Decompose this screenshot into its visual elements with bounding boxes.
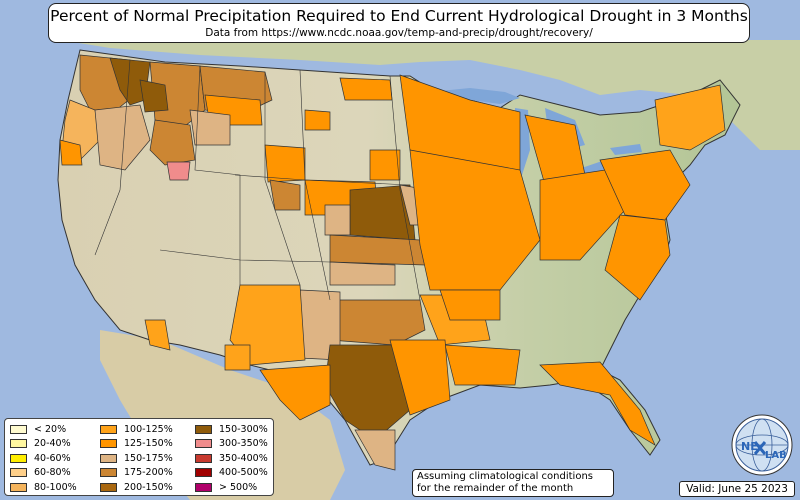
map-title: Percent of Normal Precipitation Required…	[50, 7, 748, 25]
legend-item: 60-80%	[10, 466, 77, 481]
legend-swatch	[100, 453, 117, 463]
legend-item: 300-350%	[195, 437, 268, 452]
legend-label: > 500%	[219, 481, 258, 493]
legend-swatch	[195, 468, 212, 478]
legend-item: 350-400%	[195, 451, 268, 466]
legend-column-1: < 20% 20-40% 40-60% 60-80% 80-100%	[10, 422, 77, 495]
legend-swatch	[100, 439, 117, 449]
legend-item: 400-500%	[195, 466, 268, 481]
legend-label: 350-400%	[219, 452, 268, 464]
note-line-2: for the remainder of the month	[417, 483, 574, 494]
nexlab-globe-logo: NE LAB	[731, 414, 793, 476]
assumption-note: Assuming climatological conditions for t…	[412, 469, 614, 497]
legend: < 20% 20-40% 40-60% 60-80% 80-100% 100-1…	[4, 418, 274, 496]
legend-swatch	[10, 482, 27, 492]
title-box: Percent of Normal Precipitation Required…	[48, 3, 750, 43]
legend-label: 20-40%	[34, 438, 71, 450]
legend-swatch	[195, 439, 212, 449]
legend-swatch	[195, 453, 212, 463]
legend-swatch	[10, 439, 27, 449]
legend-column-3: 150-300% 300-350% 350-400% 400-500% > 50…	[195, 422, 268, 495]
canada-land	[60, 40, 800, 150]
legend-label: 125-150%	[124, 438, 173, 450]
legend-item: 40-60%	[10, 451, 77, 466]
legend-swatch	[10, 453, 27, 463]
legend-swatch	[100, 482, 117, 492]
legend-item: 125-150%	[100, 437, 173, 452]
legend-label: 40-60%	[34, 452, 71, 464]
legend-label: 100-125%	[124, 423, 173, 435]
lake-ontario	[610, 144, 642, 155]
legend-label: 150-300%	[219, 423, 268, 435]
legend-item: > 500%	[195, 480, 268, 495]
legend-label: 300-350%	[219, 438, 268, 450]
legend-item: 200-150%	[100, 480, 173, 495]
legend-swatch	[195, 424, 212, 434]
legend-item: 80-100%	[10, 480, 77, 495]
legend-label: 175-200%	[124, 467, 173, 479]
legend-swatch	[100, 424, 117, 434]
state-borders	[94, 59, 421, 301]
logo-text-lab: LAB	[765, 450, 787, 461]
legend-item: 175-200%	[100, 466, 173, 481]
logo-text-ne: NE	[741, 440, 758, 453]
legend-swatch	[10, 468, 27, 478]
legend-label: 150-175%	[124, 452, 173, 464]
legend-item: 150-300%	[195, 422, 268, 437]
valid-date: Valid: June 25 2023	[679, 481, 795, 497]
legend-item: < 20%	[10, 422, 77, 437]
legend-swatch	[195, 482, 212, 492]
legend-swatch	[100, 468, 117, 478]
legend-swatch	[10, 424, 27, 434]
drought-regions	[59, 54, 726, 471]
legend-label: 400-500%	[219, 467, 268, 479]
legend-item: 100-125%	[100, 422, 173, 437]
legend-label: 200-150%	[124, 481, 173, 493]
note-line-1: Assuming climatological conditions	[417, 471, 593, 482]
legend-label: 80-100%	[34, 481, 77, 493]
legend-column-2: 100-125% 125-150% 150-175% 175-200% 200-…	[100, 422, 173, 495]
legend-label: < 20%	[34, 423, 67, 435]
map-subtitle: Data from https://www.ncdc.noaa.gov/temp…	[205, 27, 593, 39]
legend-item: 20-40%	[10, 437, 77, 452]
legend-item: 150-175%	[100, 451, 173, 466]
legend-label: 60-80%	[34, 467, 71, 479]
